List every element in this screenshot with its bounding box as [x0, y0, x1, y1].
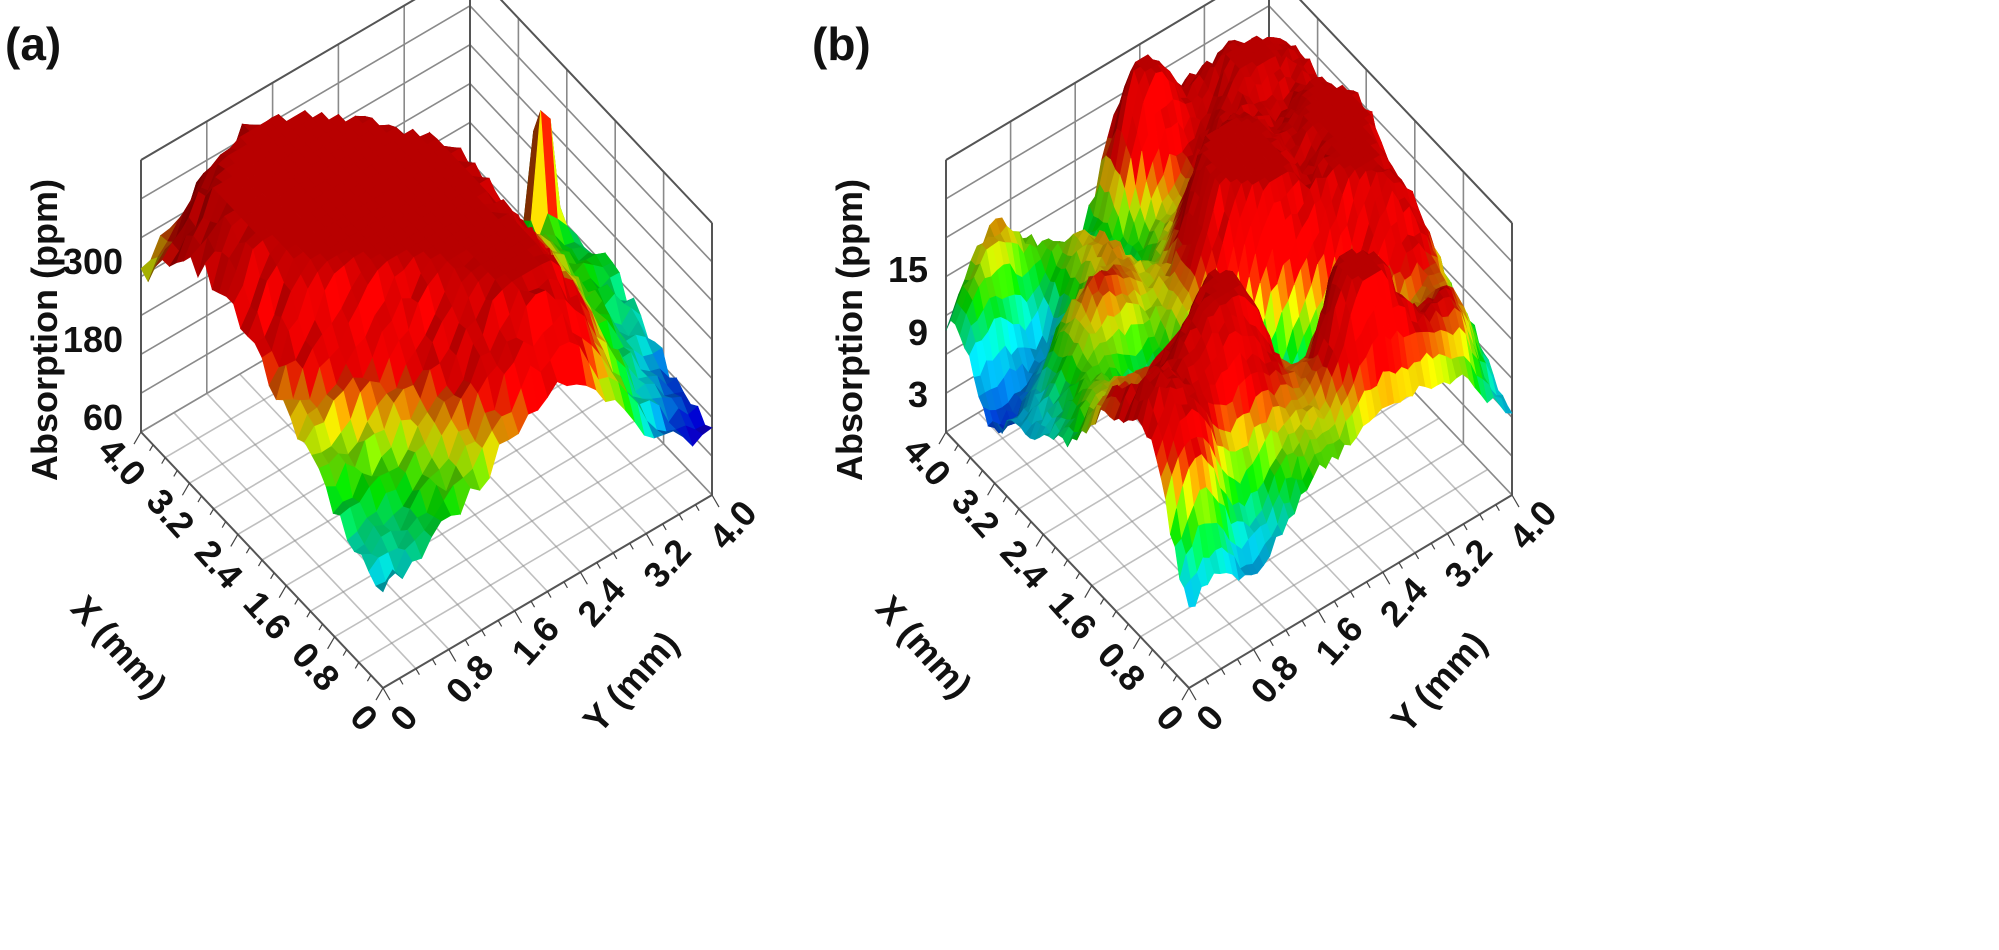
x-tick-label: 4.0 [90, 429, 154, 494]
z-tick-label: 180 [63, 319, 123, 360]
z-tick-label: 15 [888, 249, 928, 290]
panel-a: (a)00.81.62.43.24.000.81.62.43.24.060180… [5, 0, 765, 740]
y-tick-label: 1.6 [503, 608, 567, 673]
x-tick-label: 0.8 [1090, 634, 1154, 699]
panel-label: (b) [812, 18, 871, 70]
x-tick-label: 2.4 [187, 532, 251, 597]
x-tick-label: 0.8 [284, 634, 348, 699]
x-tick-label: 3.2 [944, 481, 1008, 546]
y-tick-label: 3.2 [1436, 531, 1500, 596]
y-tick-label: 2.4 [1372, 570, 1436, 635]
y-tick-label: 2.4 [569, 570, 633, 635]
z-tick-label: 300 [63, 241, 123, 282]
x-tick-label: 1.6 [1041, 583, 1105, 648]
y-tick-label: 0 [1188, 696, 1232, 738]
z-axis-title: Absorption (ppm) [24, 179, 65, 481]
y-tick-label: 0.8 [438, 647, 502, 712]
y-tick-label: 4.0 [701, 492, 765, 557]
x-tick-label: 0 [1148, 696, 1192, 738]
x-tick-label: 3.2 [139, 481, 203, 546]
y-tick-label: 4.0 [1501, 492, 1565, 557]
z-axis-title: Absorption (ppm) [829, 179, 870, 481]
x-tick-label: 2.4 [993, 532, 1057, 597]
x-tick-label: 1.6 [236, 583, 300, 648]
z-tick-label: 3 [908, 374, 928, 415]
z-tick-label: 9 [908, 312, 928, 353]
axes [133, 431, 720, 701]
z-tick-label: 60 [83, 397, 123, 438]
x-tick-label: 0 [342, 696, 386, 738]
axes [938, 431, 1520, 701]
panel-label: (a) [5, 18, 61, 70]
x-tick-label: 4.0 [895, 429, 959, 494]
panel-b: (b)00.81.62.43.24.000.81.62.43.24.03915A… [812, 0, 1565, 740]
y-tick-label: 3.2 [635, 531, 699, 596]
y-tick-label: 0.8 [1242, 647, 1306, 712]
y-axis-title: Y (mm) [575, 623, 687, 741]
surface [945, 35, 1513, 608]
x-axis-title: X (mm) [868, 588, 980, 706]
x-axis-title: X (mm) [63, 588, 175, 706]
y-tick-label: 0 [382, 696, 426, 738]
y-axis-title: Y (mm) [1383, 623, 1495, 741]
surface [140, 109, 713, 593]
y-tick-label: 1.6 [1307, 608, 1371, 673]
